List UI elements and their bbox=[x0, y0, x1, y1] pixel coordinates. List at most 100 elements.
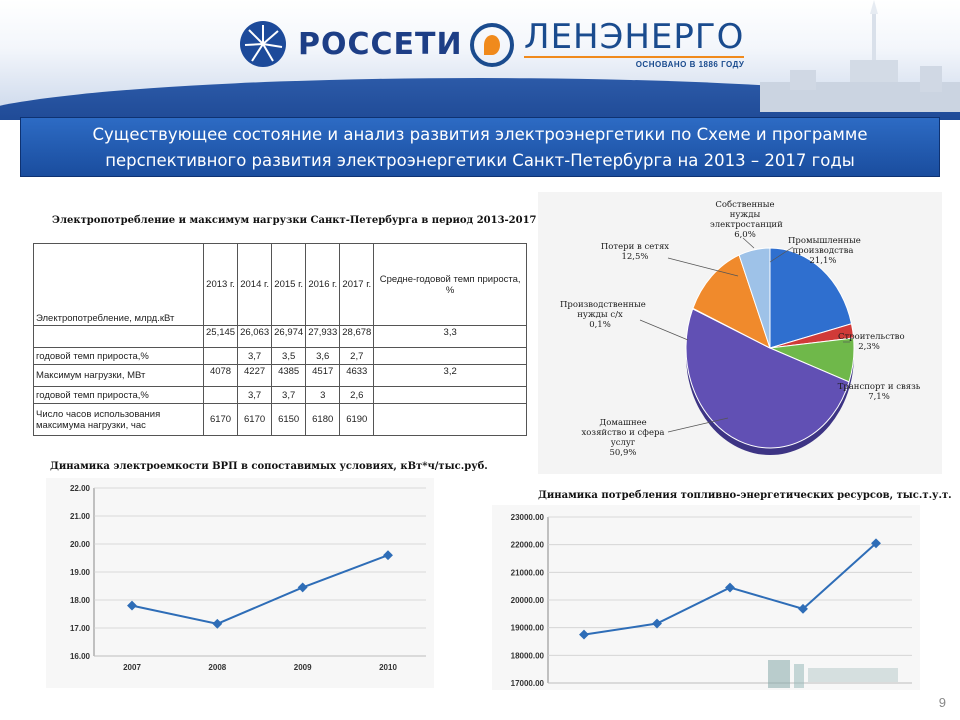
table-row: Число часов использования максимума нагр… bbox=[33, 403, 527, 436]
rosseti-logo-text: РОССЕТИ bbox=[298, 26, 463, 62]
table-cell: 2,7 bbox=[339, 347, 375, 365]
pie-chart-box: Промышленные производства 21,1% Строительс… bbox=[538, 192, 942, 474]
table-cell: 2,6 bbox=[339, 386, 375, 404]
pie-label-name: Домашнее хозяйство и сфера услуг bbox=[581, 418, 665, 448]
table-cell: 25,145 bbox=[202, 325, 239, 348]
table-header-label-cell: Электропотребление, млрд.кВт bbox=[33, 243, 204, 326]
table-row-label: Максимум нагрузки, МВт bbox=[33, 364, 204, 387]
y-tick-label: 17.00 bbox=[70, 624, 91, 633]
table-header-row: Электропотребление, млрд.кВт 2013 г. 2014 … bbox=[33, 243, 527, 326]
pie-label-name: Потери в сетях bbox=[600, 242, 670, 252]
consumption-table-wrap: Электропотребление, млрд.кВт 2013 г. 2014 … bbox=[33, 243, 527, 436]
y-tick-label: 16.00 bbox=[70, 652, 91, 661]
table-cell: 4517 bbox=[305, 364, 341, 387]
pie-slice bbox=[738, 247, 771, 349]
page-number: 9 bbox=[938, 695, 946, 710]
table-cell: 4227 bbox=[237, 364, 273, 387]
y-tick-label: 22000.00 bbox=[511, 541, 545, 550]
table-cell: 27,933 bbox=[305, 325, 341, 348]
pie-label-value: 50,9% bbox=[609, 448, 637, 458]
pie-slice bbox=[769, 247, 853, 349]
table-cell: 3,3 bbox=[373, 325, 527, 348]
lenenergo-logo-subtitle: ОСНОВАНО В 1886 ГОДУ bbox=[524, 56, 745, 69]
table-cell: 26,063 bbox=[237, 325, 273, 348]
table-cell: 3,2 bbox=[373, 364, 527, 387]
table-cell: 26,974 bbox=[271, 325, 307, 348]
pie-label-value: 12,5% bbox=[621, 252, 649, 262]
lenenergo-logo: ЛЕНЭНЕРГО ОСНОВАНО В 1886 ГОДУ bbox=[470, 17, 745, 69]
rosseti-logo: РОССЕТИ bbox=[240, 20, 463, 68]
data-point bbox=[579, 629, 589, 640]
pie-label: Производственные нужды с/х 0,1% bbox=[560, 300, 646, 330]
table-header-cell: 2014 г. bbox=[237, 243, 273, 326]
pie-label-name: Промышленные производства bbox=[788, 236, 861, 256]
table-row: годовой темп прироста,% 3,7 3,7 3 2,6 bbox=[33, 386, 527, 404]
pie-leader-line bbox=[769, 246, 794, 263]
pie-label-value: 6,0% bbox=[734, 230, 756, 240]
x-tick-label: 2007 bbox=[123, 663, 141, 672]
table-cell: 3,7 bbox=[271, 386, 307, 404]
data-point bbox=[871, 538, 881, 549]
pie-leader-line bbox=[742, 237, 755, 249]
vrp-intensity-line-chart: 16.00 17.00 18.00 19.00 20.00 21.00 22.00 2007 2… bbox=[70, 484, 426, 672]
pie-label-value: 7,1% bbox=[868, 392, 890, 402]
table-row: Максимум нагрузки, МВт 4078 4227 4385 4517 46… bbox=[33, 364, 527, 387]
table-cell: 28,678 bbox=[339, 325, 375, 348]
table-cell bbox=[373, 403, 527, 436]
table-cell: 3,7 bbox=[237, 347, 273, 365]
chart2-box: 17000.00 18000.00 19000.00 20000.00 21000.00… bbox=[492, 505, 920, 699]
table-cell: 3,5 bbox=[271, 347, 307, 365]
pie-label-name: Транспорт и связь bbox=[837, 382, 921, 392]
table-caption: Электропотребление и максимум нагрузки С… bbox=[52, 215, 556, 226]
y-tick-label: 21000.00 bbox=[511, 568, 545, 577]
watermark-logo-icon bbox=[768, 660, 898, 688]
y-tick-label: 18000.00 bbox=[511, 651, 545, 660]
slide-title: Существующее состояние и анализ развития… bbox=[92, 125, 868, 170]
data-point bbox=[297, 582, 308, 593]
table-header-cell: 2017 г. bbox=[339, 243, 375, 326]
table-cell: 6190 bbox=[339, 403, 375, 436]
table-cell: 3,7 bbox=[237, 386, 273, 404]
slide-title-band: Существующее состояние и анализ развития… bbox=[20, 117, 940, 177]
y-tick-label: 23000.00 bbox=[511, 513, 545, 522]
rosseti-emblem-icon bbox=[240, 21, 286, 67]
y-tick-label: 18.00 bbox=[70, 596, 91, 605]
y-tick-label: 19000.00 bbox=[511, 624, 545, 633]
data-point bbox=[127, 600, 137, 611]
x-tick-label: 2009 bbox=[294, 663, 312, 672]
pie-slice bbox=[685, 308, 850, 449]
table-cell: 3,6 bbox=[305, 347, 341, 365]
table-cell bbox=[202, 386, 239, 404]
lenenergo-logo-text: ЛЕНЭНЕРГО bbox=[524, 17, 745, 57]
y-tick-label: 22.00 bbox=[70, 484, 91, 493]
pie-label-value: 2,3% bbox=[858, 342, 880, 352]
table-row-label: годовой темп прироста,% bbox=[33, 347, 204, 365]
y-tick-label: 21.00 bbox=[70, 512, 91, 521]
x-tick-label: 2008 bbox=[208, 663, 226, 672]
data-point bbox=[652, 618, 662, 629]
pie-label: Потери в сетях 12,5% bbox=[600, 242, 670, 262]
pie-label: Домашнее хозяйство и сфера услуг 50,9% bbox=[578, 418, 668, 458]
x-tick-label: 2010 bbox=[379, 663, 397, 672]
chart2-caption: Динамика потребления топливно-энергетиче… bbox=[538, 490, 952, 501]
table-cell: 4078 bbox=[202, 364, 239, 387]
table-header-cell: 2015 г. bbox=[271, 243, 307, 326]
table-row-label-spacer bbox=[33, 325, 204, 348]
table-cell: 4633 bbox=[339, 364, 375, 387]
y-tick-label: 19.00 bbox=[70, 568, 91, 577]
table-header-cell: 2016 г. bbox=[305, 243, 341, 326]
table-cell: 3 bbox=[305, 386, 341, 404]
consumption-table: Электропотребление, млрд.кВт 2013 г. 2014 … bbox=[33, 243, 527, 436]
slide-header: РОССЕТИ ЛЕНЭНЕРГО ОСНОВАНО В 1886 ГОДУ bbox=[0, 0, 960, 120]
pie-label-value: 0,1% bbox=[589, 320, 611, 330]
data-point bbox=[725, 582, 735, 593]
table-cell: 6170 bbox=[237, 403, 273, 436]
pie-leader-line bbox=[667, 417, 729, 433]
table-cell bbox=[373, 386, 527, 404]
pie-label-name: Производственные нужды с/х bbox=[560, 300, 646, 320]
y-tick-label: 20.00 bbox=[70, 540, 91, 549]
table-row-label: годовой темп прироста,% bbox=[33, 386, 204, 404]
chart1-box: 16.00 17.00 18.00 19.00 20.00 21.00 22.00 2007 2… bbox=[46, 478, 434, 688]
y-tick-label: 17000.00 bbox=[511, 679, 545, 688]
pie-chart bbox=[639, 237, 855, 455]
